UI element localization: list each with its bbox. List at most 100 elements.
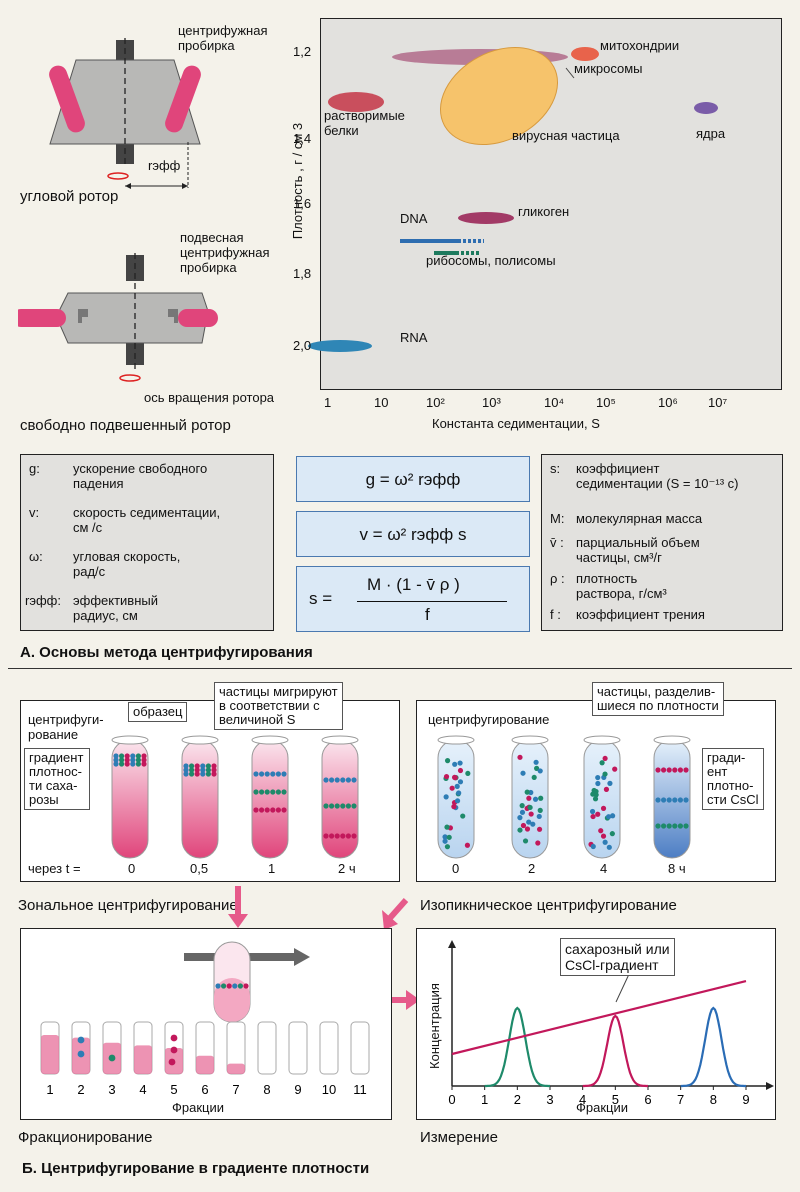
label-soluble-proteins: растворимые белки xyxy=(324,108,405,138)
formula-s-den: f xyxy=(425,605,430,624)
formula-v: v = ω² rэфф s xyxy=(296,511,530,557)
zonal-particle xyxy=(141,761,147,767)
zonal-particle xyxy=(270,771,276,777)
iso-particle xyxy=(592,796,599,802)
fraction-number-10: 10 xyxy=(322,1082,336,1097)
label-virus: вирусная частица xyxy=(512,128,620,143)
zonal-tubes xyxy=(111,735,359,859)
iso-particle xyxy=(526,795,532,801)
meas-x-tick-2: 2 xyxy=(514,1092,521,1107)
fraction-number-6: 6 xyxy=(201,1082,208,1097)
zonal-particle xyxy=(189,763,195,769)
label-dna: DNA xyxy=(400,211,428,226)
fractionation-diagram: 1 2 3 4 5 6 7 8 9 10 11 xyxy=(40,941,370,1097)
zonal-time-2: 1 xyxy=(268,861,276,876)
iso-particle xyxy=(606,844,612,850)
iso-particle xyxy=(595,780,601,787)
zonal-particle xyxy=(211,771,217,777)
iso-particle xyxy=(655,823,661,829)
drip-particle xyxy=(221,983,227,989)
y-axis-label: Плотность , г / см 3 xyxy=(290,122,305,240)
iso-particle xyxy=(454,783,460,789)
sym-reff: rэфф: xyxy=(25,593,61,608)
angle-tube-label: центрифужная пробирка xyxy=(178,23,268,53)
iso-particle xyxy=(520,822,527,829)
sym-s: s: xyxy=(550,461,561,476)
density-chart xyxy=(308,46,718,352)
zonal-particle xyxy=(334,803,340,809)
zonal-particle xyxy=(183,771,189,777)
iso-particle xyxy=(442,838,448,844)
zonal-particle xyxy=(259,807,265,813)
iso-particle xyxy=(672,797,678,803)
fraction-particle xyxy=(170,1034,178,1042)
zonal-particle xyxy=(135,761,141,767)
x-tick-2: 10 xyxy=(374,395,389,410)
zonal-particle xyxy=(135,753,141,759)
swing-tube-label: подвесная центрифужная пробирка xyxy=(180,230,270,275)
fraction-number-1: 1 xyxy=(46,1082,53,1097)
iso-particle xyxy=(454,798,461,804)
zonal-particle xyxy=(130,753,136,759)
label-microsomes: микросомы xyxy=(574,61,643,76)
virus-mark xyxy=(439,46,559,146)
zonal-particle xyxy=(345,777,351,783)
zonal-particle xyxy=(351,803,357,809)
drip-particle xyxy=(237,983,243,989)
iso-particle xyxy=(532,796,539,802)
fraction-number-3: 3 xyxy=(108,1082,115,1097)
zonal-particle xyxy=(113,757,119,763)
zonal-particle xyxy=(113,753,119,759)
iso-particle xyxy=(446,834,452,840)
zonal-particle xyxy=(323,833,329,839)
zonal-particle xyxy=(119,757,125,763)
iso-particle xyxy=(661,797,667,803)
zonal-particle xyxy=(323,777,329,783)
zonal-migrate-callout: частицы мигрируют в соответствии с велич… xyxy=(214,682,343,730)
meas-x-tick-0: 0 xyxy=(448,1092,455,1107)
mitochondria-mark xyxy=(571,47,599,61)
meas-y-arrow xyxy=(448,940,456,948)
iso-particle xyxy=(666,823,672,829)
zonal-particle xyxy=(200,767,206,773)
zonal-tube-4 xyxy=(321,739,359,859)
zonal-particle xyxy=(200,763,206,769)
iso-particle xyxy=(524,826,531,832)
x-tick-5: 10⁴ xyxy=(544,395,565,410)
iso-particle xyxy=(537,807,543,813)
drip-particle xyxy=(243,983,249,989)
rotation-axis-label: ось вращения ротора xyxy=(144,390,275,405)
fraction-particle xyxy=(108,1054,116,1062)
zonal-particle xyxy=(183,767,189,773)
y-tick-4: 1,8 xyxy=(293,266,312,281)
iso-particle xyxy=(451,804,457,810)
fraction-particle xyxy=(170,1046,178,1054)
y-tick-3: 1,6 xyxy=(293,196,312,211)
fraction-particle xyxy=(77,1036,85,1044)
zonal-particle xyxy=(189,771,195,777)
iso-centrif-label: центрифугирование xyxy=(428,712,550,727)
fraction-number-2: 2 xyxy=(77,1082,84,1097)
iso-particle xyxy=(677,823,683,829)
sym-rho: ρ : xyxy=(550,571,565,586)
iso-particle xyxy=(528,811,534,817)
zonal-particle xyxy=(340,833,346,839)
iso-particle xyxy=(444,824,450,830)
iso-particle xyxy=(590,813,596,820)
zonal-particle xyxy=(329,833,335,839)
iso-particle xyxy=(522,838,529,844)
zonal-particle xyxy=(270,807,276,813)
meas-peak-1 xyxy=(484,1006,550,1088)
def-v: скорость седиментации, см /с xyxy=(73,505,221,535)
section-b-title: Б. Центрифугирование в градиенте плотнос… xyxy=(22,1160,370,1177)
iso-particle xyxy=(519,809,526,815)
rna-mark xyxy=(308,340,372,352)
iso-particle xyxy=(661,767,667,773)
zonal-particle xyxy=(141,753,147,759)
zonal-particle xyxy=(205,767,211,773)
def-omega: угловая скорость, рад/с xyxy=(73,549,181,579)
iso-particle xyxy=(602,771,608,777)
iso-particle xyxy=(444,758,451,764)
zonal-particle xyxy=(340,777,346,783)
iso-time-0: 0 xyxy=(452,861,460,876)
